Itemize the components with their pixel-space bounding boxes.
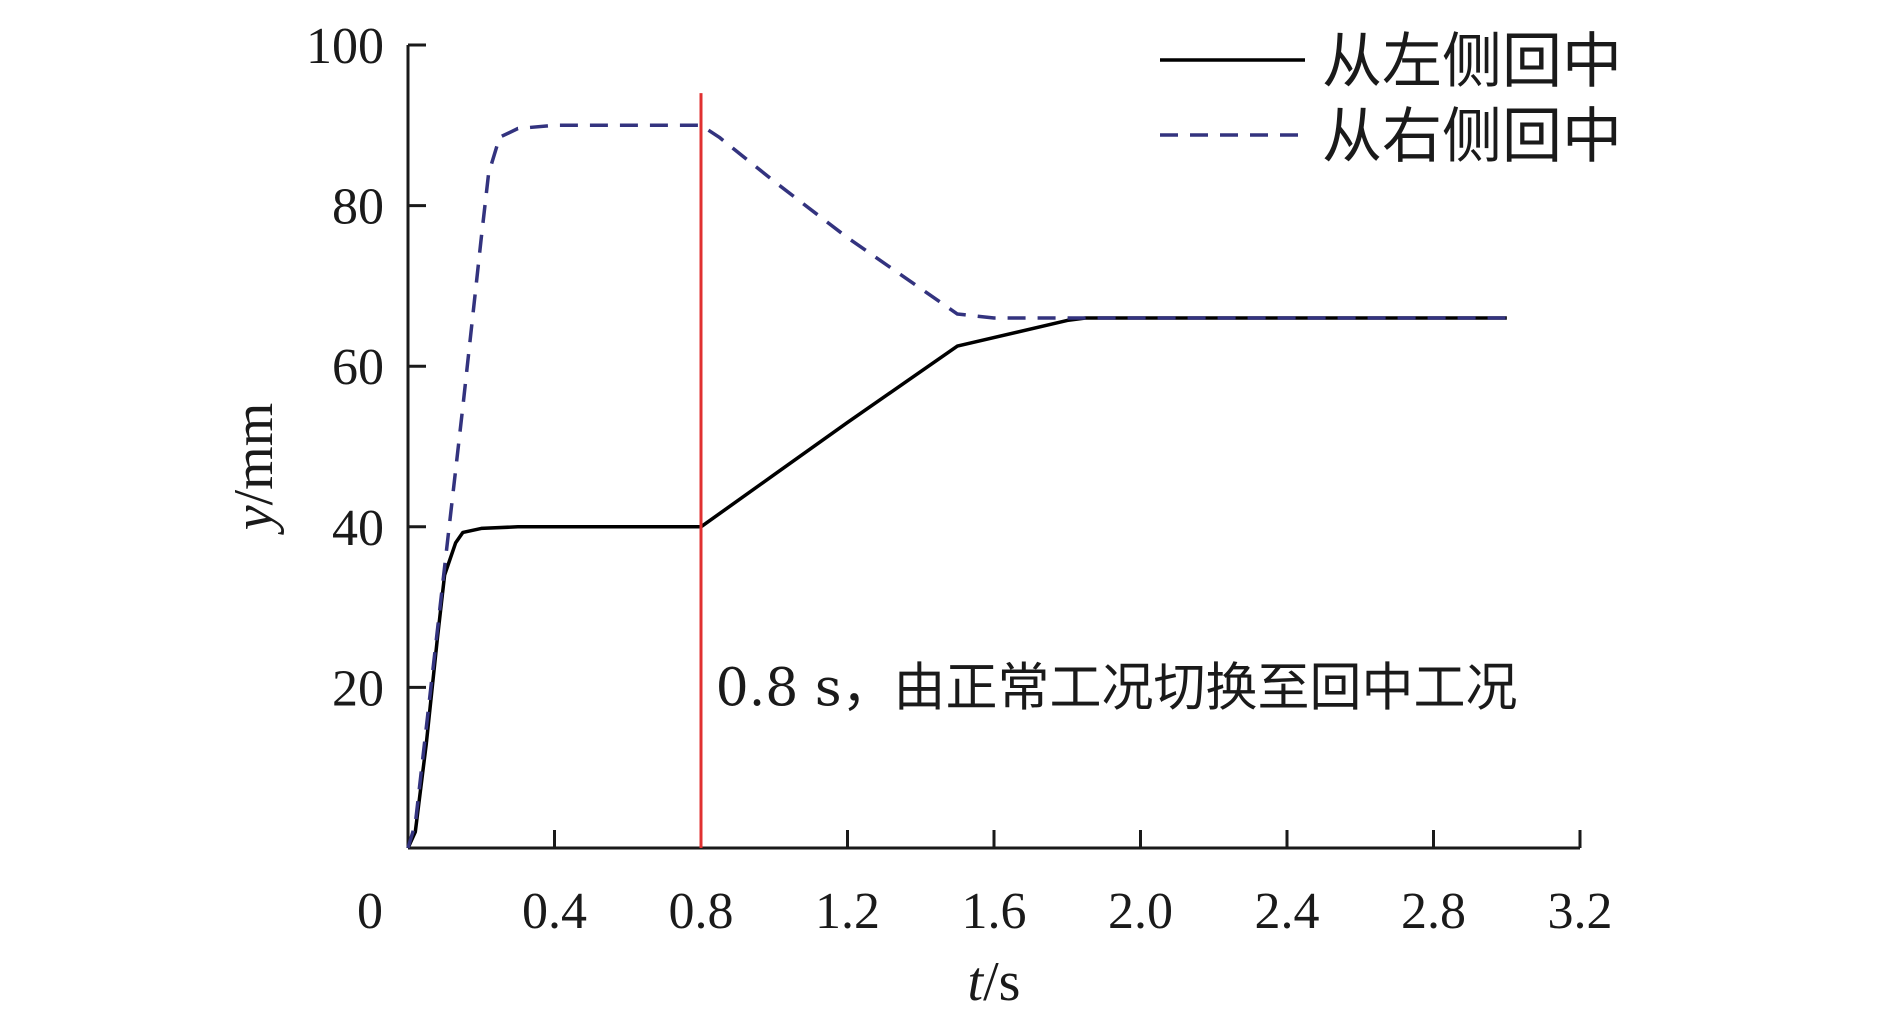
x-tick-label: 2.0 (1108, 883, 1173, 940)
y-axis-label: y/mm (223, 403, 285, 536)
x-tick-label: 3.2 (1548, 883, 1613, 940)
annotations: 0.8 s，由正常工况切换至回中工况 (699, 93, 1518, 848)
x-tick-label: 0.4 (522, 883, 587, 940)
y-tick-label: 100 (306, 18, 384, 75)
y-tick-label: 40 (332, 500, 384, 557)
y-tick-label: 60 (332, 339, 384, 396)
switch-annotation: 0.8 s，由正常工况切换至回中工况 (716, 658, 1518, 718)
series (406, 123, 1507, 849)
x-tick-label: 0.8 (669, 883, 734, 940)
x-axis-label: t/s (968, 951, 1021, 1013)
legend-label-2: 从右侧回中 (1322, 102, 1622, 172)
x-tick-label: 2.8 (1401, 883, 1466, 940)
x-tick-label: 1.2 (815, 883, 880, 940)
ticks: 0 0.4 0.8 1.2 1.6 2.0 2.4 2.8 3.2 20 40 60 80 100 (306, 18, 1613, 940)
y-tick-label: 20 (332, 660, 384, 717)
series-line-2 (406, 123, 1507, 849)
y-tick-label: 80 (332, 179, 384, 236)
series-line-1 (406, 316, 1507, 849)
x-tick-label: 0 (357, 883, 383, 940)
x-tick-label: 1.6 (962, 883, 1027, 940)
axis-labels: t/s y/mm (223, 403, 1020, 1013)
x-tick-label: 2.4 (1255, 883, 1320, 940)
legend-label-1: 从左侧回中 (1322, 27, 1622, 97)
